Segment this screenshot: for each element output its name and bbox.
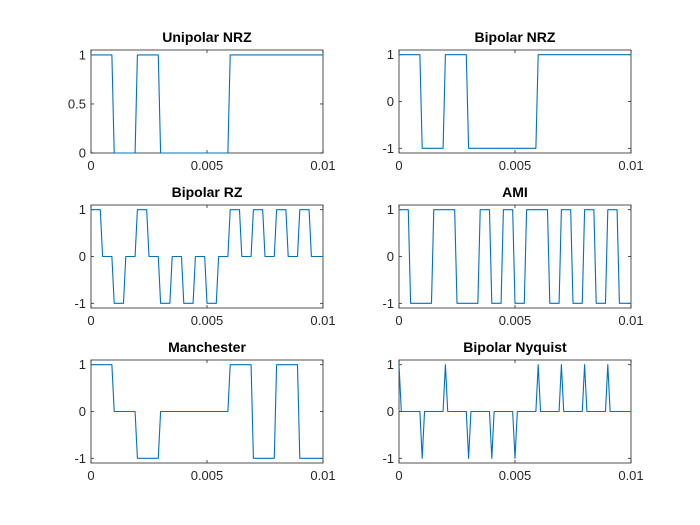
y-tick-label: 1 xyxy=(387,202,394,217)
x-tick-label: 0.005 xyxy=(499,313,532,328)
x-tick-label: 0.01 xyxy=(310,158,335,173)
x-tick-label: 0.01 xyxy=(310,468,335,483)
x-tick-label: 0 xyxy=(87,313,94,328)
chart-title: Manchester xyxy=(168,339,246,355)
axes-box xyxy=(90,49,324,154)
y-tick-label: 0 xyxy=(387,404,394,419)
y-tick-label: 0 xyxy=(387,249,394,264)
series-line xyxy=(399,209,631,304)
x-tick-label: 0.01 xyxy=(618,158,643,173)
x-tick-label: 0.005 xyxy=(499,468,532,483)
y-tick-label: -1 xyxy=(382,141,394,156)
series-line xyxy=(91,209,323,304)
y-tick-label: 1 xyxy=(79,202,86,217)
y-tick-label: 1 xyxy=(79,357,86,372)
subplot: Unipolar NRZ 0 0.005 0.01 0 0.5 1 xyxy=(68,29,336,173)
x-tick-label: 0.005 xyxy=(191,158,224,173)
y-tick-label: 0 xyxy=(79,404,86,419)
x-tick-label: 0.005 xyxy=(499,158,532,173)
x-tick-label: 0.01 xyxy=(618,468,643,483)
chart-title: Bipolar RZ xyxy=(172,184,243,200)
chart-title: Bipolar NRZ xyxy=(475,29,556,45)
x-tick-label: 0 xyxy=(395,313,402,328)
series-line xyxy=(91,54,323,154)
series-line xyxy=(398,364,631,459)
subplot: Bipolar RZ0 0.005 0.01-101 xyxy=(74,184,335,328)
y-tick-label: -1 xyxy=(382,451,394,466)
series-line xyxy=(399,54,631,149)
y-tick-label: 0 xyxy=(387,94,394,109)
y-tick-label: 1 xyxy=(79,47,86,62)
y-tick-label: -1 xyxy=(382,296,394,311)
x-tick-label: 0 xyxy=(87,158,94,173)
y-tick-label: 1 xyxy=(387,47,394,62)
x-tick-label: 0 xyxy=(87,468,94,483)
y-tick-label: -1 xyxy=(74,296,86,311)
y-tick-label: 1 xyxy=(387,357,394,372)
axes-box xyxy=(398,49,632,154)
y-tick-label: 0.5 xyxy=(68,96,86,111)
x-tick-label: 0 xyxy=(395,468,402,483)
y-tick-label: -1 xyxy=(74,451,86,466)
y-tick-label: 0 xyxy=(79,249,86,264)
series-line xyxy=(91,364,323,459)
x-tick-label: 0.005 xyxy=(191,313,224,328)
chart-title: Bipolar Nyquist xyxy=(463,339,567,355)
x-tick-label: 0.01 xyxy=(310,313,335,328)
chart-title: AMI xyxy=(502,184,528,200)
x-tick-label: 0 xyxy=(395,158,402,173)
y-tick-label: 0 xyxy=(79,146,86,161)
x-tick-label: 0.005 xyxy=(191,468,224,483)
chart-title: Unipolar NRZ xyxy=(162,29,252,45)
x-tick-label: 0.01 xyxy=(618,313,643,328)
